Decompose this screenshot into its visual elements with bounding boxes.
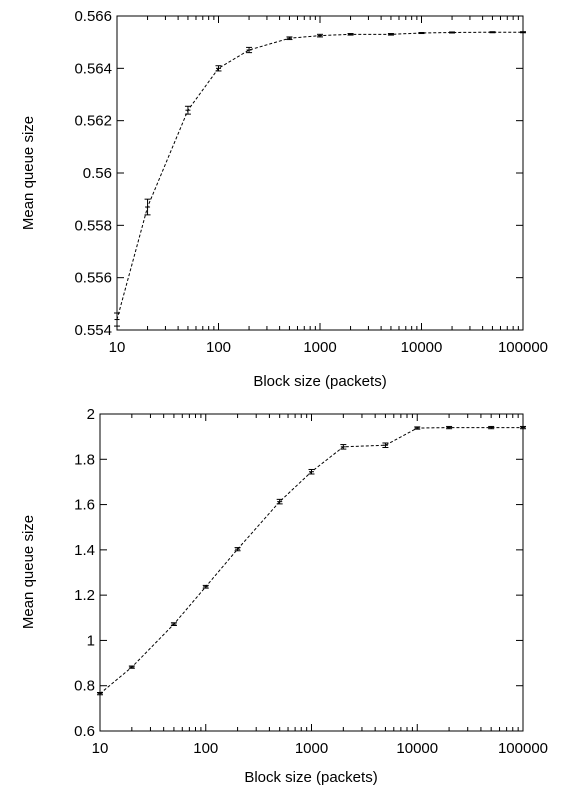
y-tick-label-top: 0.554 — [74, 322, 112, 339]
x-tick-label-top: 1000 — [303, 339, 336, 356]
y-axis-label-top: Mean queue size — [20, 116, 37, 230]
y-tick-label-top: 0.558 — [74, 217, 112, 234]
y-tick-label-top: 0.566 — [74, 8, 112, 25]
y-axis-label-bottom: Mean queue size — [20, 515, 37, 629]
y-tick-label-top: 0.564 — [74, 60, 112, 77]
x-tick-label-top: 10 — [109, 339, 126, 356]
y-tick-label-bottom: 1.4 — [74, 542, 95, 559]
ticks-bottom: 10 100 1000 10000 100000 0.6 0.8 1 1.2 1.4 1.6 1.8 2 — [74, 406, 548, 757]
x-tick-label-bottom: 100000 — [498, 740, 548, 757]
y-tick-label-bottom: 0.8 — [74, 678, 95, 695]
marks-top — [114, 32, 526, 326]
x-tick-label-bottom: 1000 — [295, 740, 328, 757]
chart-bottom: Block size (packets) Mean queue size 10 1… — [20, 406, 548, 786]
x-axis-label-top: Block size (packets) — [253, 373, 386, 390]
x-tick-label-top: 100 — [206, 339, 231, 356]
plot-frame-bottom — [100, 414, 523, 731]
x-tick-label-bottom: 10 — [92, 740, 109, 757]
ticks-top: 10 100 1000 10000 100000 0.554 0.556 0.558 0.56 0… — [74, 8, 548, 356]
y-tick-label-bottom: 1.8 — [74, 451, 95, 468]
x-tick-label-top: 100000 — [498, 339, 548, 356]
x-tick-label-top: 10000 — [401, 339, 443, 356]
y-tick-label-bottom: 1.6 — [74, 497, 95, 514]
series-line-bottom — [100, 428, 523, 694]
y-tick-label-bottom: 2 — [87, 406, 95, 423]
y-tick-label-bottom: 1.2 — [74, 587, 95, 604]
y-tick-label-top: 0.556 — [74, 270, 112, 287]
y-tick-label-top: 0.562 — [74, 113, 112, 130]
y-tick-label-bottom: 0.6 — [74, 723, 95, 740]
x-tick-label-bottom: 100 — [193, 740, 218, 757]
marks-bottom — [97, 426, 526, 694]
chart-top: Block size (packets) Mean queue size 10 1… — [20, 8, 548, 390]
x-axis-label-bottom: Block size (packets) — [244, 769, 377, 786]
series-line-top — [117, 32, 523, 319]
y-tick-label-bottom: 1 — [87, 632, 95, 649]
plot-frame-top — [117, 16, 523, 330]
y-tick-label-top: 0.56 — [83, 165, 112, 182]
x-tick-label-bottom: 10000 — [396, 740, 438, 757]
